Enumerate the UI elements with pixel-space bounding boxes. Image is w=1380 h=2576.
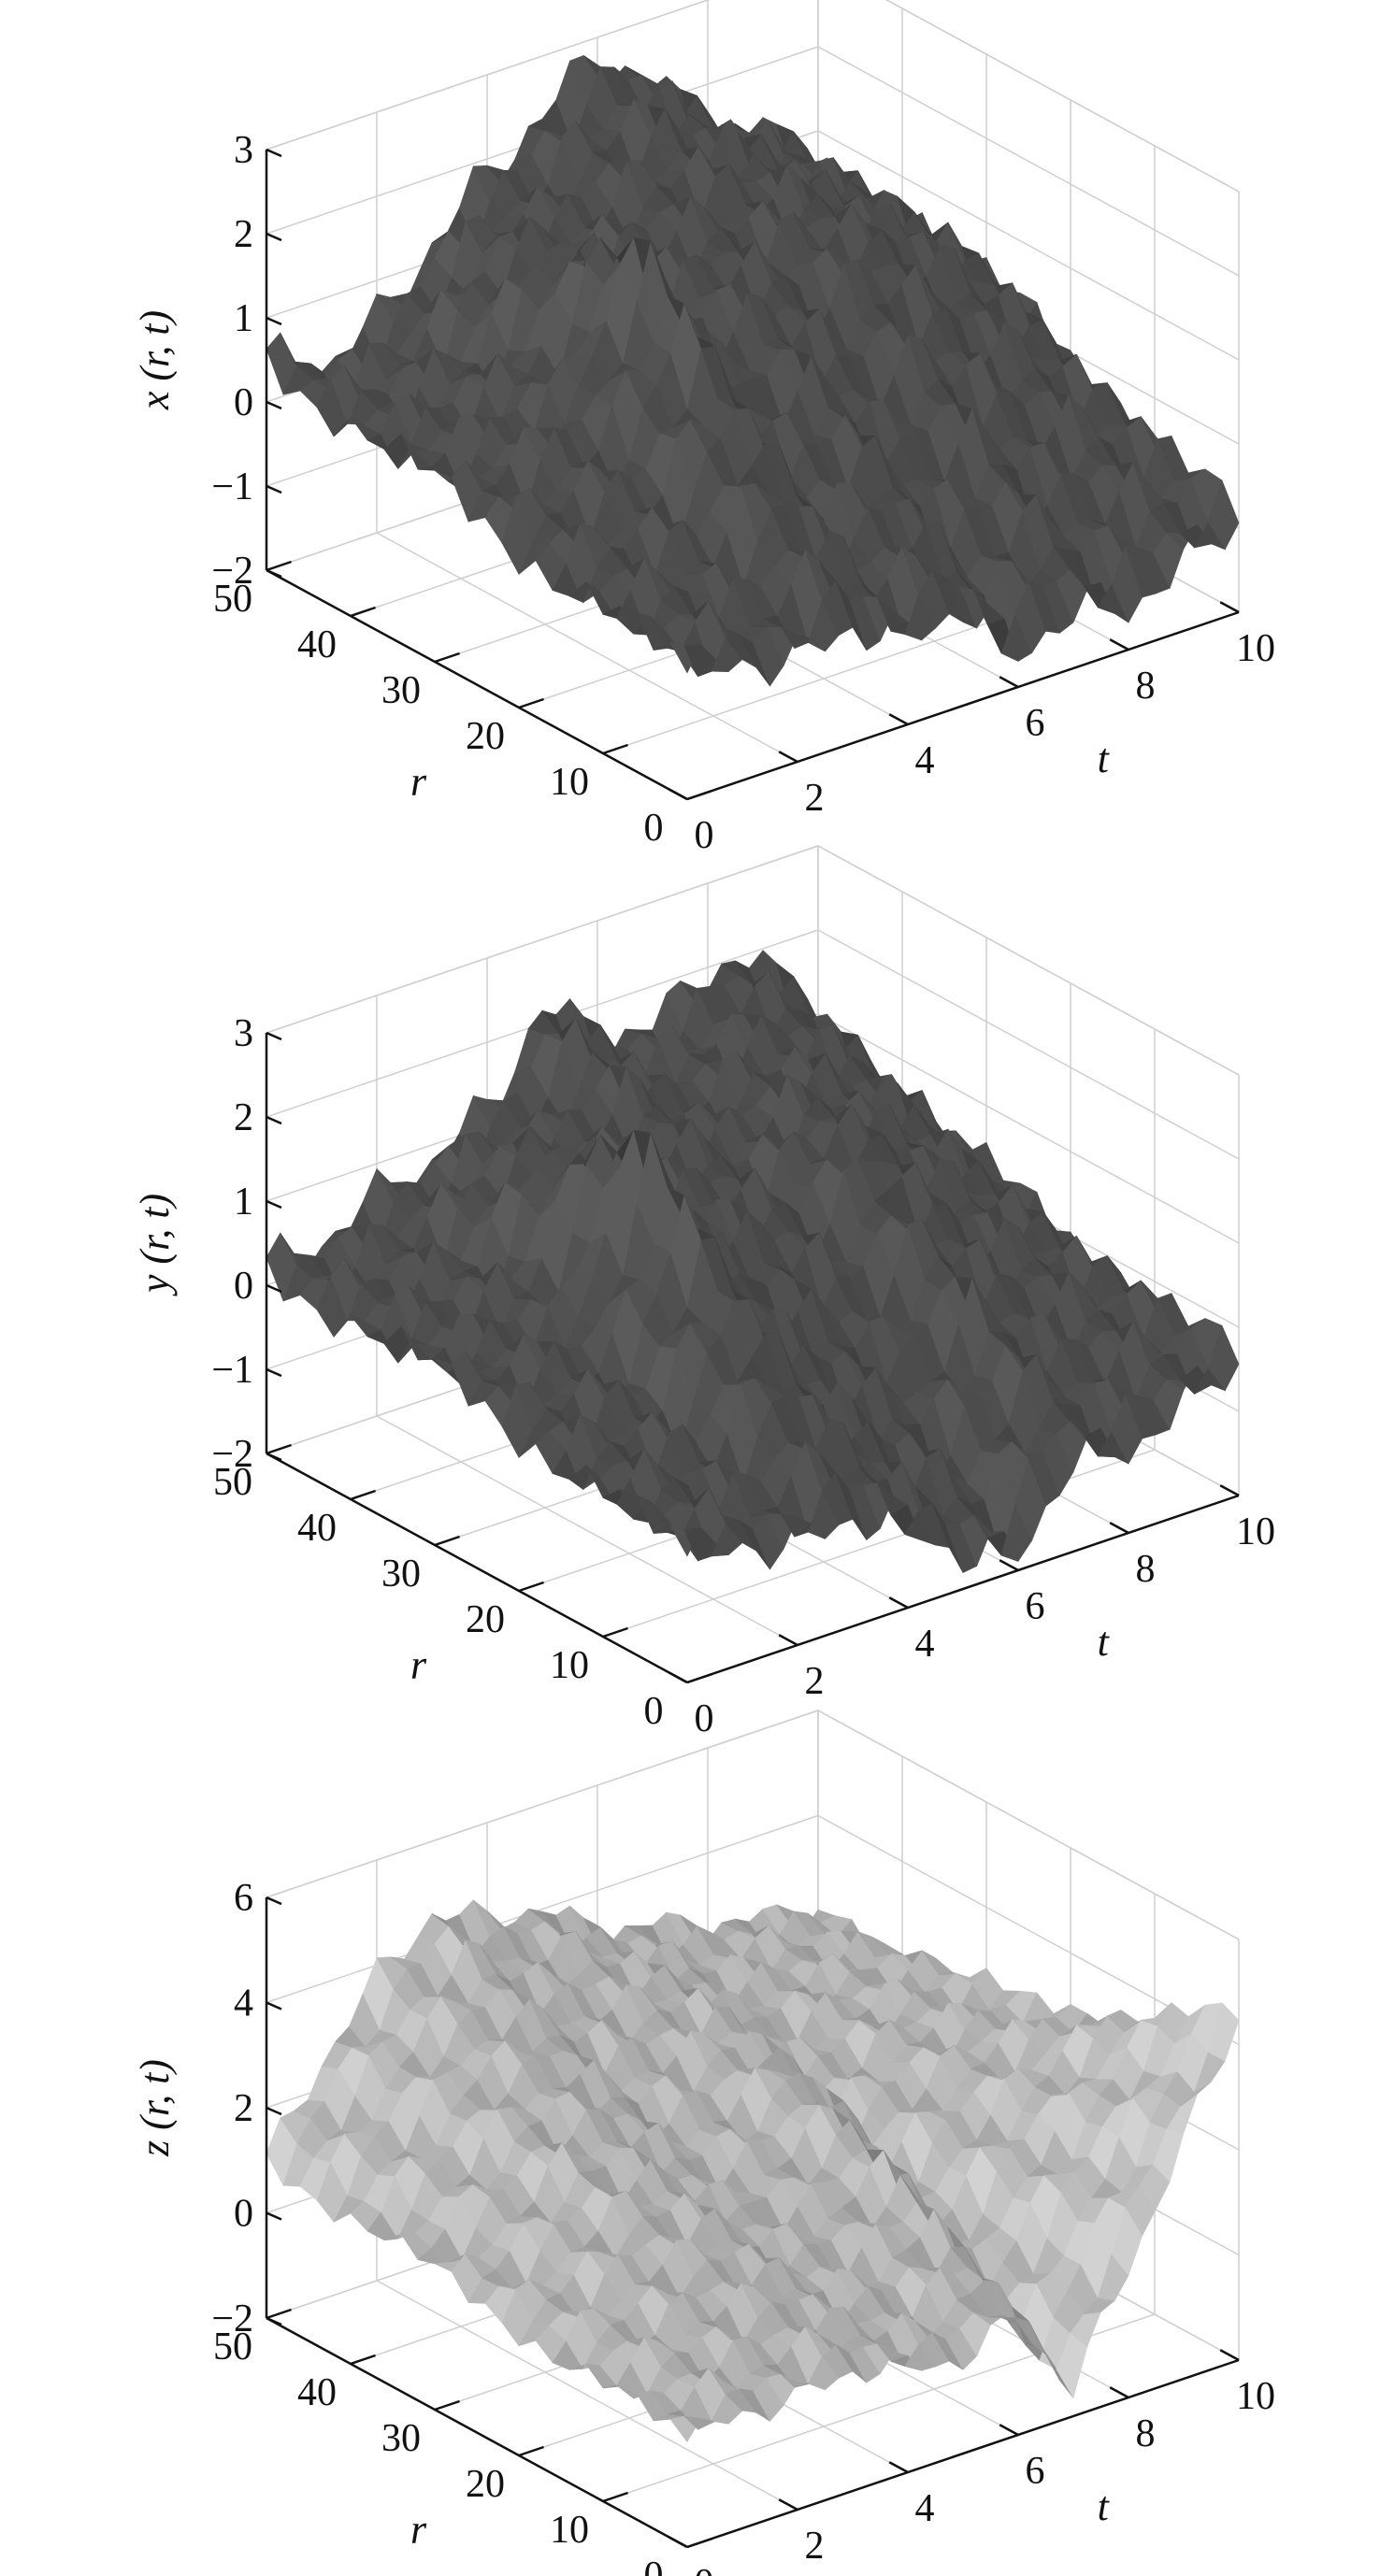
z-tick-label: 0 [234, 381, 253, 424]
r-axis-label: r [410, 758, 427, 804]
surface [266, 1899, 1240, 2443]
panel-z-surface: 0 2 4 6 8 10 0 10 20 30 40 50−2 0 2 4 6 t r z (r, t) [132, 1710, 1275, 2576]
surface [266, 55, 1240, 687]
z-tick-label: 0 [234, 2193, 253, 2236]
t-tick-label: 10 [1236, 1510, 1275, 1553]
r-tick-label: 50 [213, 578, 252, 621]
z-tick-label: 4 [234, 1982, 253, 2025]
t-axis-label: t [1098, 2483, 1111, 2529]
t-axis-label: t [1098, 736, 1111, 781]
r-tick-label: 20 [466, 1598, 505, 1641]
r-tick-label: 40 [297, 623, 337, 666]
t-tick-label: 4 [915, 2487, 935, 2530]
t-tick-label: 8 [1136, 2412, 1156, 2455]
r-tick-label: 40 [297, 1507, 337, 1550]
z-tick-label: −2 [211, 550, 253, 593]
r-tick-label: 0 [644, 807, 664, 850]
t-tick-label: 8 [1136, 1548, 1156, 1591]
t-tick-label: 6 [1026, 2450, 1045, 2493]
t-tick-label: 10 [1236, 2375, 1275, 2418]
t-tick-label: 4 [915, 739, 935, 782]
r-tick-label: 50 [213, 1461, 252, 1504]
z-tick-label: 2 [234, 1096, 253, 1139]
r-tick-label: 30 [381, 1553, 421, 1596]
r-tick-label: 40 [297, 2371, 337, 2414]
z-tick-label: −2 [211, 1433, 253, 1476]
panel-x-surface: 0 2 4 6 8 10 0 10 20 30 40 50−2 −1 0 1 2 3 t r x (r, t) [132, 0, 1275, 857]
axes [265, 150, 1240, 801]
t-tick-label: 2 [805, 1660, 825, 1703]
t-tick-label: 0 [695, 1697, 714, 1740]
z-tick-label: 1 [234, 1181, 253, 1224]
r-tick-label: 10 [550, 761, 589, 804]
r-tick-label: 0 [644, 2555, 664, 2576]
z-tick-label: 2 [234, 2087, 253, 2130]
r-tick-label: 0 [644, 1690, 664, 1733]
z-axis-label: y (r, t) [132, 1194, 178, 1296]
surface [266, 950, 1240, 1573]
r-tick-label: 30 [381, 2417, 421, 2460]
t-tick-label: 2 [805, 2525, 825, 2568]
z-tick-label: 1 [234, 297, 253, 340]
r-axis-label: r [410, 2506, 427, 2552]
z-tick-label: −1 [211, 465, 253, 508]
z-tick-label: 3 [234, 1012, 253, 1055]
r-tick-label: 10 [550, 1644, 589, 1687]
r-tick-label: 20 [466, 2463, 505, 2506]
r-axis-label: r [410, 1641, 427, 1687]
surface-patch [1207, 479, 1240, 551]
axes [265, 1033, 1240, 1684]
z-tick-label: 6 [234, 1877, 253, 1920]
z-tick-label: 3 [234, 129, 253, 172]
t-tick-label: 6 [1026, 702, 1045, 745]
t-tick-label: 10 [1236, 627, 1275, 670]
surface-patch [1207, 2002, 1240, 2062]
r-tick-label: 50 [213, 2326, 252, 2368]
panel-y-surface: 0 2 4 6 8 10 0 10 20 30 40 50−2 −1 0 1 2 3 t r y (r, t) [132, 845, 1275, 1740]
t-axis-label: t [1098, 1619, 1111, 1665]
z-axis-label: z (r, t) [132, 2059, 178, 2157]
t-tick-label: 0 [695, 814, 714, 857]
t-tick-label: 6 [1026, 1585, 1045, 1628]
t-tick-label: 0 [695, 2562, 714, 2576]
surface-patch [1207, 1324, 1240, 1392]
r-tick-label: 10 [550, 2509, 589, 2552]
z-tick-label: 0 [234, 1265, 253, 1308]
t-tick-label: 8 [1136, 665, 1156, 708]
z-axis-label: x (r, t) [132, 310, 178, 410]
t-tick-label: 2 [805, 777, 825, 820]
t-tick-label: 4 [915, 1623, 935, 1666]
z-tick-label: −1 [211, 1349, 253, 1392]
r-tick-label: 20 [466, 715, 505, 758]
z-tick-label: −2 [211, 2297, 253, 2340]
r-tick-label: 30 [381, 669, 421, 712]
z-tick-label: 2 [234, 213, 253, 256]
